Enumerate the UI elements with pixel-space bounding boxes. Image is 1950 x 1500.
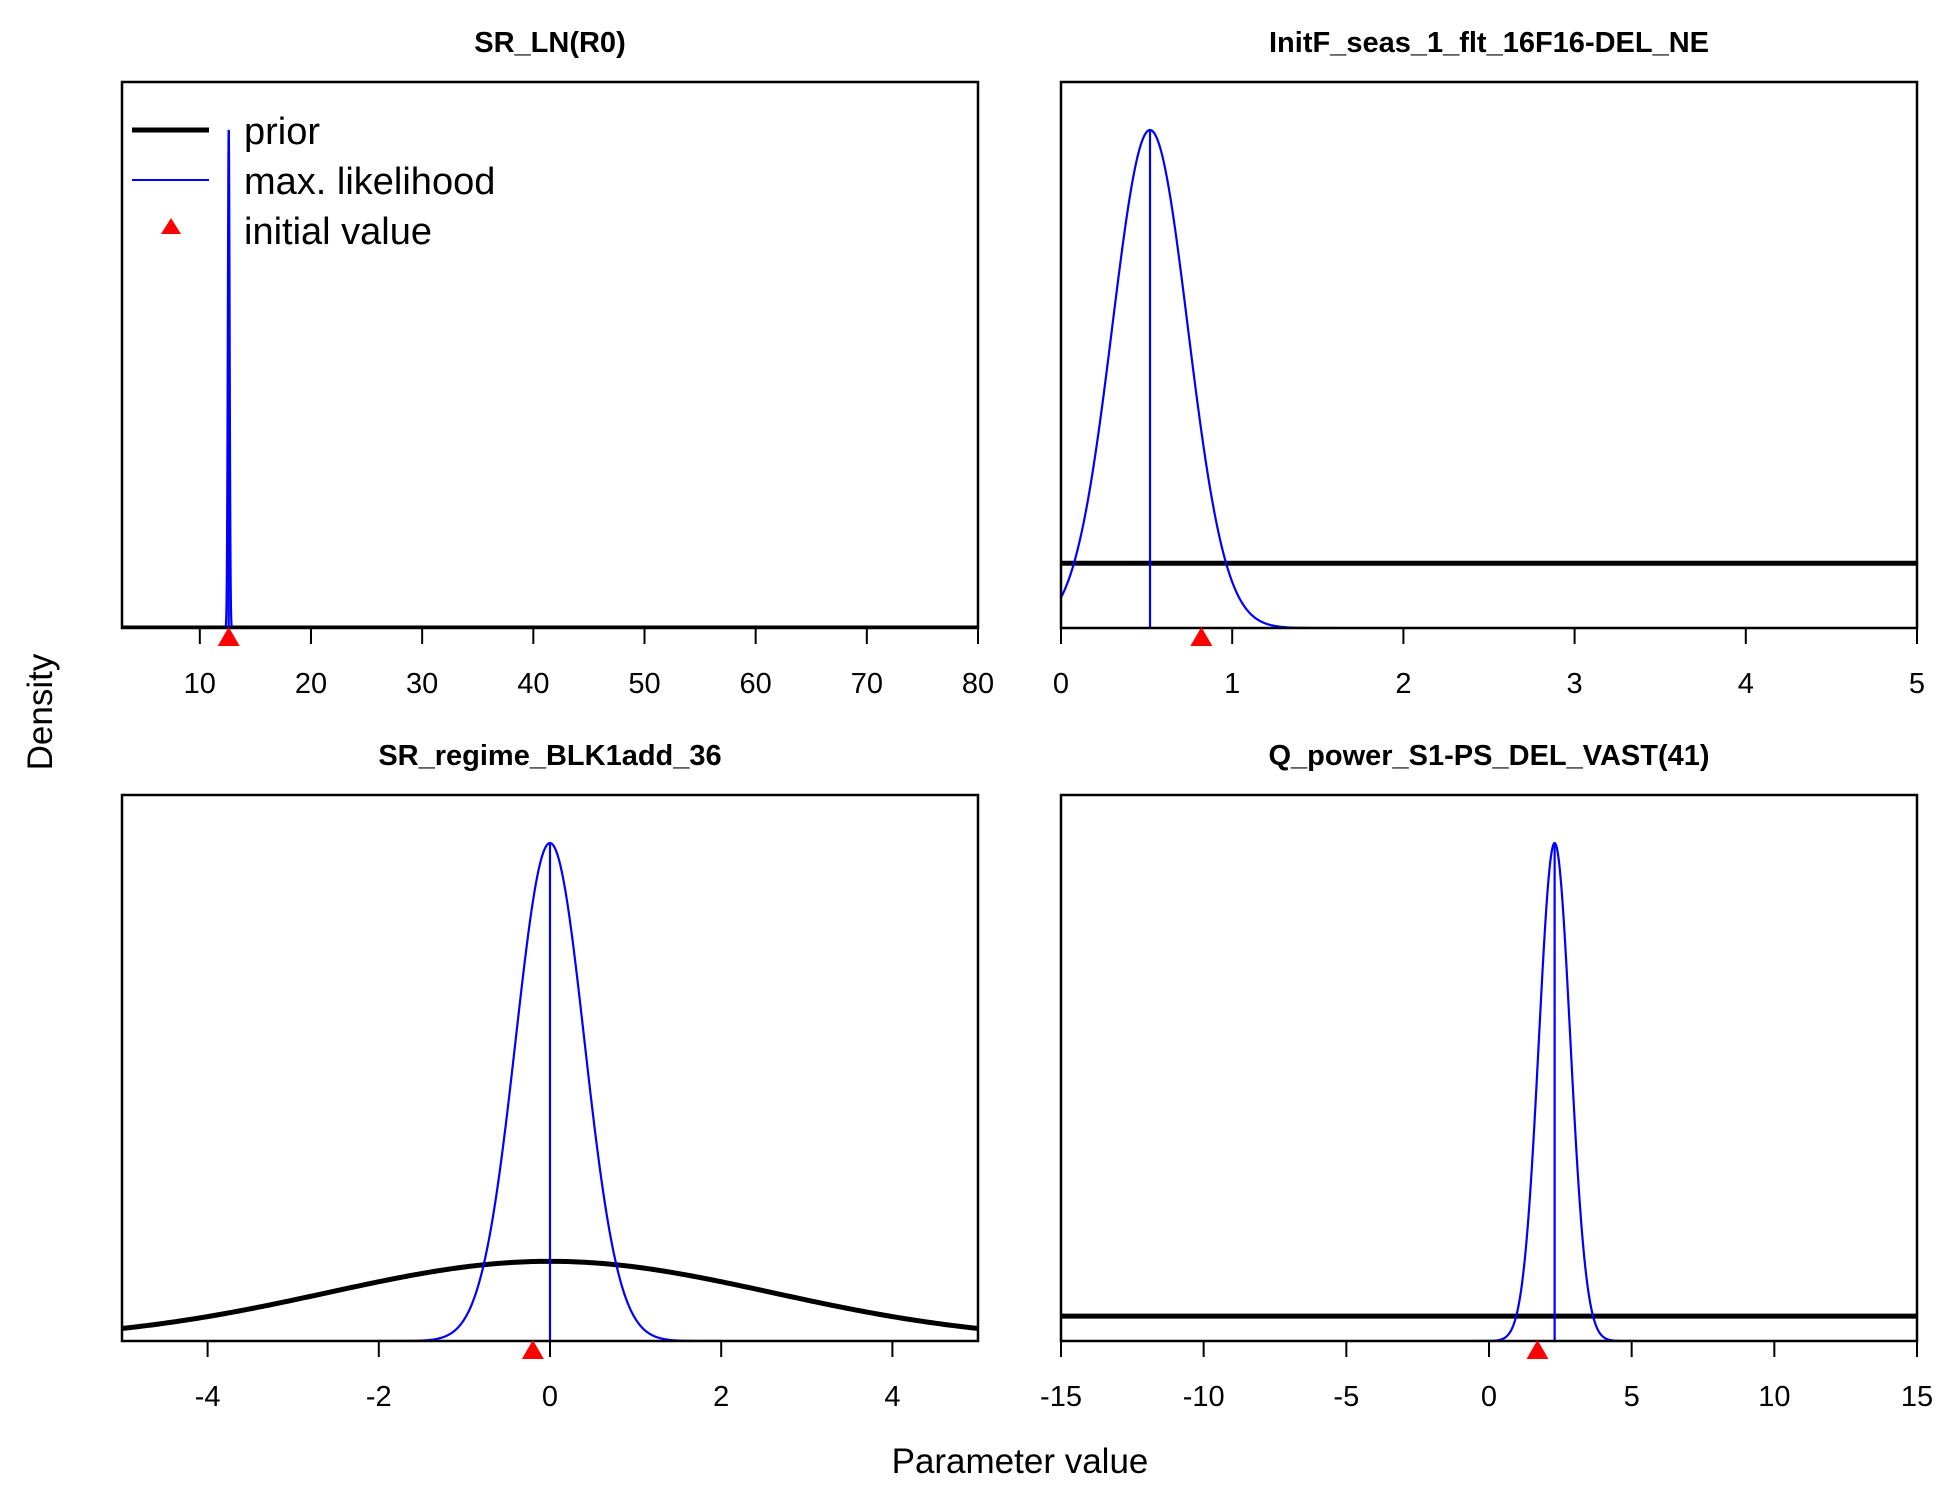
x-tick-label: 1 [1224, 668, 1240, 700]
panel-2: InitF_seas_1_flt_16F16-DEL_NE 0 1 2 3 4 5 [1053, 27, 1925, 700]
panel-3: SR_regime_BLK1add_36 -4 -2 0 2 4 [120, 740, 980, 1413]
x-tick-label: 70 [851, 668, 883, 700]
panel-title: SR_regime_BLK1add_36 [378, 740, 721, 772]
legend-ml-label: max. likelihood [244, 161, 495, 203]
x-tick-label: 60 [740, 668, 772, 700]
x-tick-label: 80 [962, 668, 994, 700]
legend: prior max. likelihood initial value [132, 111, 495, 253]
x-tick-label: 30 [406, 668, 438, 700]
x-tick-label: -10 [1183, 1381, 1225, 1413]
panel-1: SR_LN(R0) 10 20 30 40 50 60 70 80 [120, 27, 994, 700]
legend-init-swatch [161, 218, 181, 234]
x-tick-label: 10 [184, 668, 216, 700]
x-tick-label: 4 [884, 1381, 900, 1413]
plot-area [1061, 128, 1917, 628]
plot-area [122, 129, 978, 628]
x-tick-label: 0 [1053, 668, 1069, 700]
initial-value-marker [521, 1340, 544, 1359]
x-tick-label: 3 [1567, 668, 1583, 700]
x-tick-label: 4 [1738, 668, 1754, 700]
x-axis-label: Parameter value [892, 1442, 1149, 1481]
panel-title: Q_power_S1-PS_DEL_VAST(41) [1268, 740, 1709, 772]
plot-frame [1059, 80, 1919, 630]
y-axis-label: Density [21, 653, 60, 770]
initial-value-marker [217, 627, 240, 646]
x-tick-label: -2 [366, 1381, 392, 1413]
x-tick-label: 5 [1624, 1381, 1640, 1413]
plot-area [122, 841, 978, 1341]
legend-init-label: initial value [244, 211, 432, 253]
x-tick-label: -4 [195, 1381, 221, 1413]
panel-title: SR_LN(R0) [474, 27, 625, 59]
plot-frame [1059, 793, 1919, 1343]
x-tick-label: 0 [1481, 1381, 1497, 1413]
panels: SR_LN(R0)10 20 30 40 50 60 70 80InitF_seas_1_fl… [120, 27, 1933, 1413]
x-tick-label: 5 [1909, 668, 1925, 700]
plot-frame [120, 80, 980, 630]
x-tick-label: 20 [295, 668, 327, 700]
plot-area [1061, 841, 1917, 1341]
x-tick-label: 2 [1395, 668, 1411, 700]
x-tick-label: 40 [517, 668, 549, 700]
ml-curve [1061, 128, 1339, 628]
x-tick-label: -5 [1333, 1381, 1359, 1413]
x-tick-label: 0 [542, 1381, 558, 1413]
initial-value-marker [1190, 627, 1213, 646]
panel-4: Q_power_S1-PS_DEL_VAST(41) -15 -10 -5 0 5 10 15 [1040, 740, 1933, 1413]
x-tick-label: -15 [1040, 1381, 1082, 1413]
legend-prior-label: prior [244, 111, 320, 153]
x-tick-label: 2 [713, 1381, 729, 1413]
x-tick-label: 50 [628, 668, 660, 700]
x-tick-label: 15 [1901, 1381, 1933, 1413]
panel-title: InitF_seas_1_flt_16F16-DEL_NE [1269, 27, 1709, 59]
initial-value-marker [1526, 1340, 1549, 1359]
x-tick-label: 10 [1758, 1381, 1790, 1413]
